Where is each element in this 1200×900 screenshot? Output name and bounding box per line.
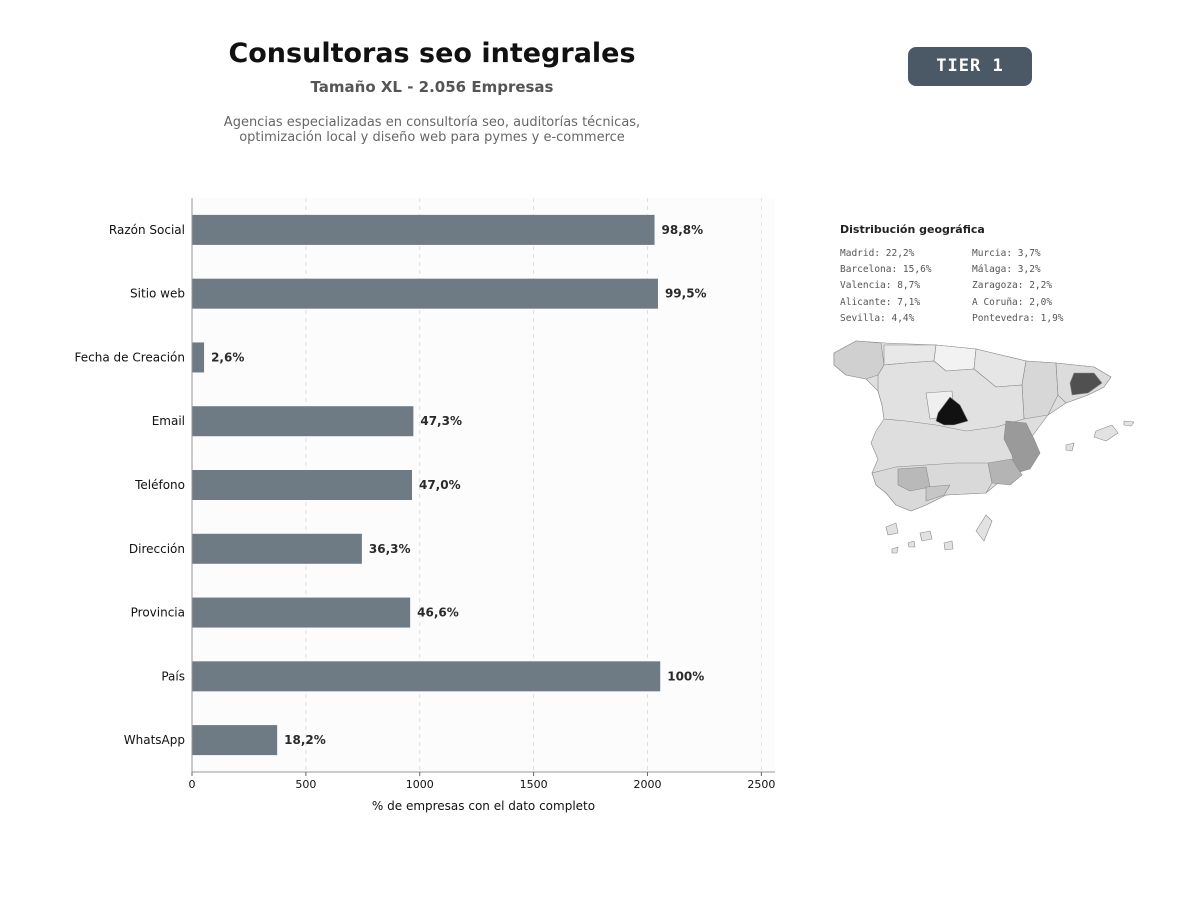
category-label: Razón Social (109, 223, 185, 237)
category-label: Fecha de Creación (75, 350, 185, 364)
x-tick-label: 1000 (406, 778, 434, 791)
x-tick-label: 2000 (633, 778, 661, 791)
region-canary-3 (943, 540, 954, 551)
x-tick-label: 0 (189, 778, 196, 791)
region-canary-2 (919, 530, 933, 542)
bar (192, 214, 655, 245)
bar-value-label: 98,8% (662, 223, 704, 237)
tier-badge: TIER 1 (908, 47, 1032, 86)
geo-item: Madrid: 22,2% (840, 248, 915, 259)
category-label: Teléfono (134, 478, 185, 492)
x-tick-label: 500 (295, 778, 316, 791)
bar (192, 470, 412, 500)
x-tick-label: 2500 (747, 778, 775, 791)
geo-item: Pontevedra: 1,9% (972, 312, 1064, 324)
geo-item: A Coruña: 2,0% (972, 296, 1053, 308)
bar-chart: 98,8% Razón Social 99,5% Sitio web 2,6% Fecha… (75, 198, 775, 813)
region-madrid (935, 396, 969, 426)
geo-title: Distribución geográfica (840, 223, 985, 236)
region-canary-1 (885, 522, 899, 536)
bar (192, 406, 414, 437)
geo-item: Sevilla: 4,4% (840, 312, 915, 324)
bar-value-label: 99,5% (665, 287, 707, 301)
bar (192, 278, 658, 309)
bar (192, 597, 411, 628)
spain-map (833, 340, 1135, 554)
bar (192, 725, 278, 756)
bar-value-label: 2,6% (211, 350, 244, 364)
bar-value-label: 100% (667, 669, 704, 683)
category-label: Email (152, 414, 185, 428)
bar (192, 661, 661, 692)
region-sevilla (897, 466, 931, 492)
region-barcelona (1069, 372, 1103, 396)
category-label: País (161, 669, 185, 683)
region-valencia (1003, 420, 1041, 474)
region-menorca (1123, 420, 1135, 427)
category-label: WhatsApp (124, 733, 185, 747)
description-line-2: optimización local y diseño web para pym… (239, 130, 625, 145)
bar-value-label: 47,0% (419, 478, 461, 492)
bar-value-label: 18,2% (284, 733, 326, 747)
region-malaga (925, 484, 951, 502)
page-description: Agencias especializadas en consultoría s… (0, 115, 864, 145)
bar-value-label: 46,6% (417, 606, 459, 620)
geo-list-left: Madrid: 22,2% Barcelona: 15,6% Valencia:… (840, 246, 932, 327)
bar-value-label: 47,3% (420, 414, 462, 428)
geo-item: Barcelona: 15,6% (840, 264, 932, 276)
geo-item: Murcia: 3,7% (972, 248, 1041, 259)
page-title: Consultoras seo integrales (228, 38, 636, 69)
category-label: Provincia (131, 606, 185, 620)
region-canary-5 (891, 546, 899, 554)
category-label: Dirección (129, 542, 185, 556)
region-canary-4 (975, 514, 993, 542)
description-line-1: Agencias especializadas en consultoría s… (223, 115, 641, 130)
x-axis-label: % de empresas con el dato completo (372, 799, 595, 813)
geo-item: Valencia: 8,7% (840, 280, 921, 292)
x-tick-label: 1500 (520, 778, 548, 791)
category-label: Sitio web (130, 287, 185, 301)
page-subtitle: Tamaño XL - 2.056 Empresas (310, 78, 554, 96)
region-canary-6 (907, 540, 916, 548)
geo-list-right: Murcia: 3,7% Málaga: 3,2% Zaragoza: 2,2%… (972, 246, 1064, 327)
geo-item: Málaga: 3,2% (972, 264, 1041, 276)
bar (192, 342, 205, 373)
region-ibiza (1065, 442, 1075, 452)
geo-item: Alicante: 7,1% (840, 296, 921, 308)
bar (192, 533, 362, 564)
region-galicia (833, 340, 885, 380)
geo-item: Zaragoza: 2,2% (972, 280, 1053, 292)
region-mallorca (1093, 424, 1119, 442)
bar-value-label: 36,3% (369, 542, 411, 556)
